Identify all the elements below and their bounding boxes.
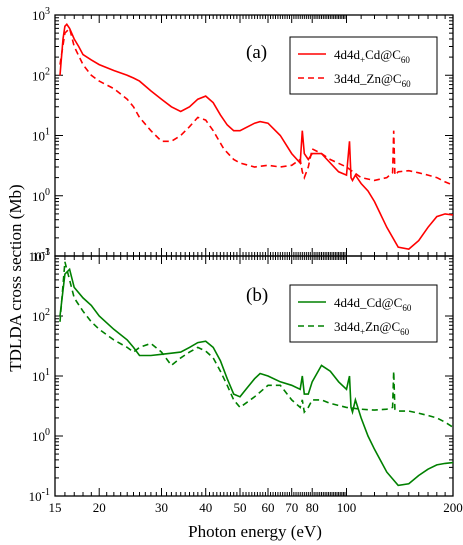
series-line-3d4d-zn-c60 [59,261,453,428]
x-tick-label: 20 [93,500,106,515]
series-line-4d4d-cd-c60 [59,267,453,487]
panel-b: 10-1 100 101 102 103 15 20 30 40 50 60 70 80 100 200 (b… [29,247,463,515]
y-tick-label: 102 [32,66,50,83]
legend-entry: 4d4d_Cd@C60 [334,295,412,313]
x-tick-label: 80 [306,500,319,515]
panel-label: (b) [246,285,268,306]
x-tick-label: 100 [337,500,357,515]
y-tick-label: 10-1 [29,247,50,264]
y-tick-label: 103 [32,6,50,23]
legend-entry: 3d4d+Zn@C60 [334,319,410,337]
legend-entry: 3d4d_Zn@C60 [334,71,411,89]
y-tick-label: 101 [32,127,50,144]
legend-entry: 4d4d+Cd@C60 [334,47,410,65]
x-tick-label: 40 [199,500,212,515]
series-line-4d4d-cd-c60 [59,23,453,250]
legend-box [289,36,438,95]
y-axis-title: TDLDA cross section (Mb) [6,184,25,371]
y-tick-label: 100 [32,427,50,444]
x-tick-label: 30 [155,500,168,515]
x-axis-title: Photon energy (eV) [188,522,322,541]
panel-label: (a) [246,42,267,63]
x-tick-label: 70 [285,500,298,515]
x-tick-label: 60 [262,500,275,515]
legend-box [289,284,438,343]
y-tick-label: 100 [32,187,50,204]
y-tick-label: 103 [32,247,50,264]
x-tick-label: 15 [49,500,62,515]
panel-a: 10-1 100 101 102 103 (a) 4d4d+Cd@C60 3d4d_Zn@C6… [29,6,454,264]
x-tick-label: 200 [443,500,463,515]
y-tick-label: 10-1 [29,487,50,504]
y-tick-label: 102 [32,307,50,324]
x-tick-label: 50 [233,500,246,515]
y-tick-label: 101 [32,367,50,384]
